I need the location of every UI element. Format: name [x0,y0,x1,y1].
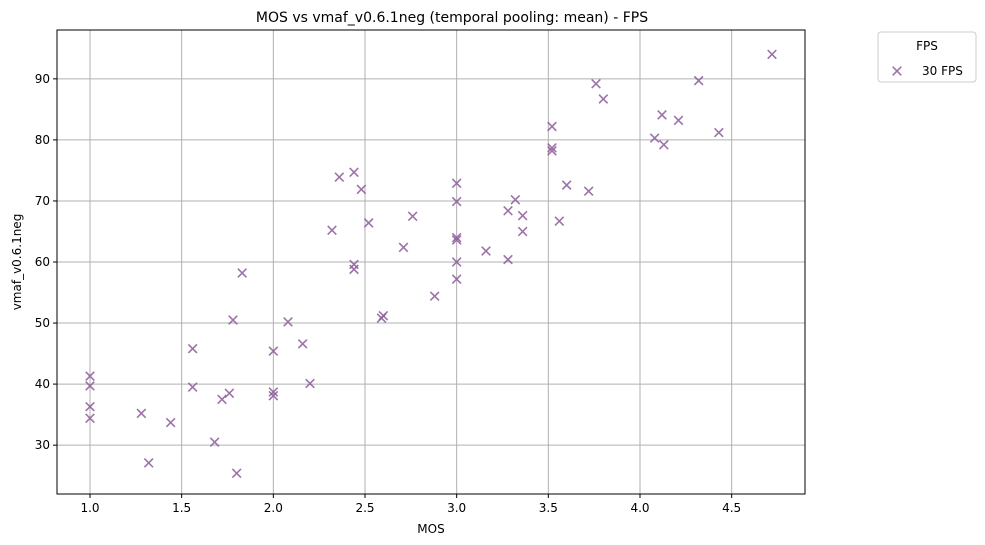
data-point [481,246,491,256]
data-point [209,437,220,447]
data-point [363,218,374,228]
data-points [85,49,777,479]
data-point [85,371,95,382]
data-point [767,49,777,60]
data-point [561,180,572,190]
data-point [349,264,359,275]
data-point [85,401,95,412]
data-point [649,133,660,143]
y-tick-label: 70 [35,194,50,208]
legend-series-label: 30 FPS [922,64,963,78]
data-point [517,226,528,237]
grid-lines [57,30,805,494]
data-point [143,457,154,468]
data-point [356,184,367,195]
data-point [510,194,521,205]
data-point [591,78,601,89]
legend: FPS 30 FPS [877,31,977,83]
data-point [451,196,462,207]
y-axis-label: vmaf_v0.6.1neg [10,214,24,311]
data-point [136,408,147,419]
data-point [378,310,389,321]
y-tick-label: 30 [35,438,50,452]
data-point [451,232,462,243]
data-point [517,210,528,221]
data-point [305,378,315,389]
legend-marker-path [892,66,902,76]
data-point [165,417,176,428]
data-point [429,291,440,302]
data-point [547,121,557,132]
data-point [283,316,293,327]
data-point [658,139,669,150]
data-point [598,94,609,104]
data-point [713,127,724,138]
data-point [451,274,462,284]
data-point [407,211,418,222]
data-point [187,382,198,393]
x-tick-label: 4.0 [630,501,649,515]
data-point [327,225,337,236]
data-point [451,178,462,189]
data-point [187,343,198,354]
data-point [451,257,462,267]
chart-title: MOS vs vmaf_v0.6.1neg (temporal pooling:… [256,10,648,26]
data-point [237,268,248,278]
data-point [398,242,409,253]
y-axis-ticks: 30 40 50 60 70 80 90 [35,72,57,452]
data-point [268,387,279,397]
x-tick-label: 4.5 [722,501,741,515]
x-tick-label: 2.0 [264,501,283,515]
legend-title: FPS [916,39,938,53]
data-point [297,338,308,349]
x-tick-label: 3.5 [539,501,558,515]
x-tick-label: 2.5 [355,501,374,515]
data-point [657,109,667,120]
y-tick-label: 80 [35,133,50,147]
data-point [673,115,684,126]
data-point [503,205,513,216]
data-point [349,259,359,270]
x-tick-label: 1.5 [172,501,191,515]
data-point [224,388,235,399]
data-point [547,146,557,156]
data-point [85,381,95,391]
data-point [85,413,95,424]
x-axis-ticks: 1.0 1.5 2.0 2.5 3.0 3.5 4.0 4.5 [80,494,741,515]
data-point [583,186,594,197]
data-point [547,142,557,153]
data-point [334,172,345,183]
data-point [349,167,359,178]
x-tick-label: 3.0 [447,501,466,515]
y-tick-label: 40 [35,377,50,391]
y-tick-label: 50 [35,316,50,330]
legend-marker-x [892,66,902,76]
y-tick-label: 60 [35,255,50,269]
data-point [268,346,279,357]
data-point [693,75,704,86]
data-point [217,394,227,405]
data-point [231,468,242,479]
x-axis-label: MOS [417,522,444,536]
data-point [554,216,565,226]
data-point [228,315,238,325]
data-point [268,390,279,401]
y-tick-label: 90 [35,72,50,86]
legend-box [877,31,977,83]
data-point [451,235,462,245]
x-tick-label: 1.0 [80,501,99,515]
data-point [503,254,513,265]
